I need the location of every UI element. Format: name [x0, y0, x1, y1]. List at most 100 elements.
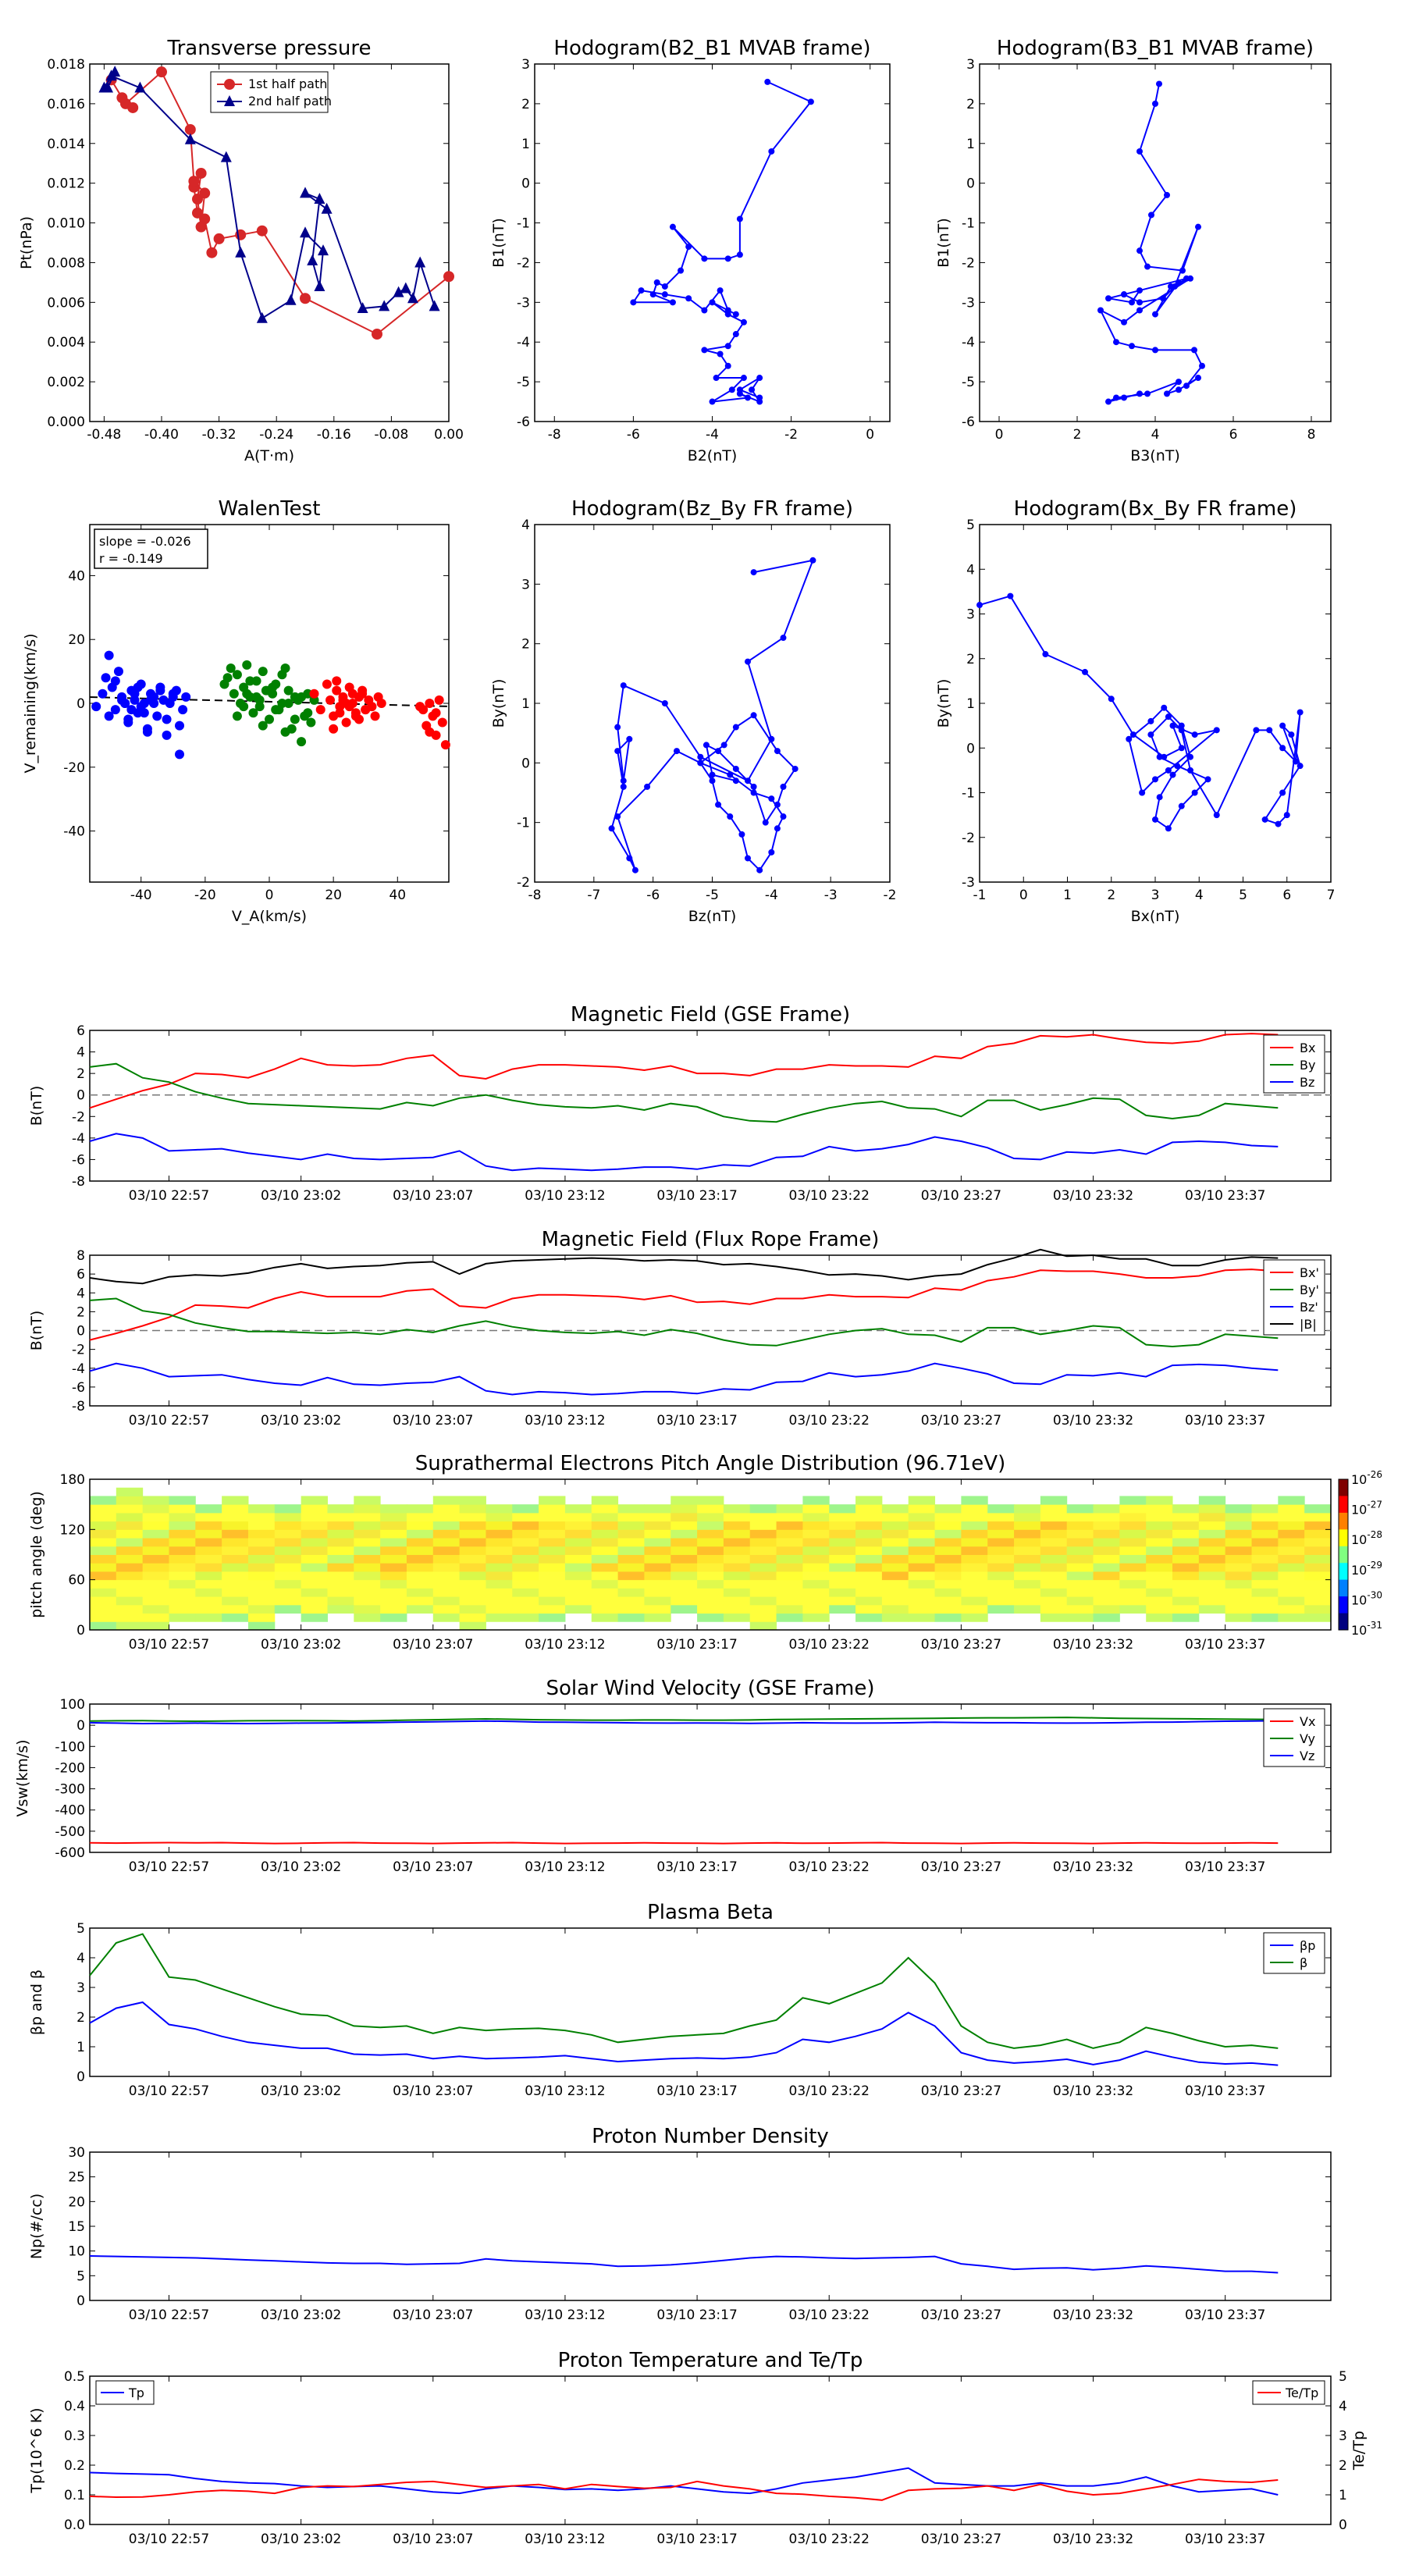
x-tick-label: 03/10 23:32: [1053, 2083, 1133, 2099]
heatmap-cell: [1172, 1512, 1200, 1522]
x-tick-label: 03/10 23:17: [656, 1188, 737, 1204]
heatmap-cell: [486, 1554, 513, 1564]
legend-box: [1263, 1932, 1325, 1974]
heatmap-cell: [1251, 1579, 1279, 1589]
heatmap-cell: [512, 1512, 539, 1522]
heatmap-cell: [432, 1546, 461, 1555]
y-tick-label: 180: [60, 1472, 85, 1488]
hodogram-point: [768, 795, 775, 802]
plot-frame: [89, 1703, 1332, 1853]
heatmap-cell: [961, 1546, 988, 1555]
series-point-2nd-half: [357, 301, 368, 313]
heatmap-cell: [247, 1596, 276, 1606]
y-tick-label: 0: [76, 1324, 85, 1340]
heatmap-cell: [908, 1604, 936, 1614]
heatmap-cell: [855, 1546, 883, 1555]
heatmap-cell: [1040, 1571, 1068, 1581]
hodogram-point: [1164, 191, 1170, 198]
heatmap-cell: [564, 1579, 592, 1589]
heatmap-cell: [1278, 1588, 1305, 1597]
heatmap-cell: [432, 1571, 461, 1581]
heatmap-cell: [961, 1596, 988, 1606]
x-tick-label: 03/10 23:17: [656, 2307, 737, 2323]
y-tick-label: 20: [68, 2194, 85, 2210]
scatter-point: [332, 685, 342, 696]
x-axis-label: Bx(nT): [1131, 908, 1180, 925]
heatmap-cell: [881, 1579, 909, 1589]
hodogram-point: [740, 318, 747, 326]
heatmap-cell: [1066, 1613, 1094, 1622]
x-tick-label: 03/10 23:02: [261, 2083, 341, 2099]
scatter-point: [248, 708, 258, 718]
hodogram-point: [1187, 767, 1193, 774]
heatmap-cell: [987, 1546, 1015, 1555]
heatmap-cell: [90, 1579, 117, 1589]
hodogram-path: [979, 595, 1301, 830]
heatmap-cell: [644, 1554, 671, 1564]
heatmap-cell: [247, 1546, 276, 1555]
x-tick-label: 5: [1239, 888, 1247, 903]
heatmap-cell: [380, 1563, 407, 1572]
heatmap-cell: [1146, 1596, 1173, 1606]
hodo-b2b1-chart: Hodogram(B2_B1 MVAB frame) -6 -5 -4 -3 -2 -1 0 1…: [490, 37, 891, 464]
hodogram-point: [1297, 763, 1304, 770]
scatter-point: [120, 699, 130, 708]
heatmap-cell: [723, 1546, 751, 1555]
heatmap-cell: [90, 1604, 117, 1614]
y-tick-label: 0.012: [47, 176, 85, 192]
x-tick-label: -0.08: [374, 427, 408, 443]
heatmap-cell: [1119, 1571, 1147, 1581]
heatmap-cell: [512, 1529, 539, 1539]
heatmap-cell: [591, 1588, 619, 1597]
hodogram-point: [1152, 776, 1158, 783]
heatmap-cell: [1198, 1596, 1226, 1606]
annotation-box: [94, 528, 208, 569]
colorbar-tick-label: 10-26: [1351, 1469, 1382, 1487]
heatmap-cell: [829, 1604, 856, 1614]
heatmap-cell: [723, 1521, 751, 1530]
y-tick-label: -3: [517, 295, 530, 311]
heatmap-cell: [1093, 1579, 1120, 1589]
heatmap-cell: [644, 1588, 671, 1597]
heatmap-cell: [855, 1529, 883, 1539]
y-tick-label: 0.4: [64, 2399, 85, 2414]
heatmap-cell: [195, 1604, 222, 1614]
legend-label: By: [1300, 1058, 1315, 1073]
y-right-tick-label: 3: [1339, 2428, 1347, 2444]
heatmap-cell: [1225, 1554, 1253, 1564]
colorbar-segment: [1339, 1496, 1348, 1514]
heatmap-cell: [222, 1538, 249, 1547]
heatmap-cell: [274, 1579, 302, 1589]
heatmap-cell: [486, 1604, 513, 1614]
heatmap-cell: [644, 1538, 671, 1547]
legend-label: 2nd half path: [248, 94, 332, 109]
heatmap-cell: [169, 1579, 196, 1589]
heatmap-cell: [670, 1546, 698, 1555]
heatmap-cell: [591, 1496, 619, 1505]
x-tick-label: 03/10 23:32: [1053, 1413, 1133, 1429]
heatmap-cell: [644, 1596, 671, 1606]
chart-title: Magnetic Field (GSE Frame): [571, 1003, 850, 1026]
hodogram-point: [1129, 343, 1135, 350]
y-tick-label: 0.0: [64, 2517, 85, 2533]
heatmap-cell: [327, 1588, 354, 1597]
scatter-point: [350, 711, 361, 721]
hodogram-point: [614, 748, 621, 755]
colorbar-segment: [1339, 1563, 1348, 1581]
scatter-point: [239, 702, 249, 712]
heatmap-cell: [539, 1579, 566, 1589]
legend-label: βp: [1300, 1938, 1315, 1953]
scatter-point: [361, 705, 371, 715]
heatmap-cell: [829, 1588, 856, 1597]
hodogram-point: [661, 291, 668, 298]
y-tick-label: 4: [76, 1951, 85, 1966]
heatmap-cell: [776, 1579, 803, 1589]
heatmap-cell: [776, 1588, 803, 1597]
heatmap-cell: [934, 1554, 962, 1564]
heatmap-cell: [1251, 1538, 1279, 1547]
hodogram-point: [728, 386, 735, 393]
heatmap-cell: [539, 1512, 566, 1522]
y-right-tick-label: 5: [1339, 2369, 1347, 2385]
x-tick-label: 03/10 22:57: [129, 1413, 209, 1429]
heatmap-cell: [222, 1588, 249, 1597]
